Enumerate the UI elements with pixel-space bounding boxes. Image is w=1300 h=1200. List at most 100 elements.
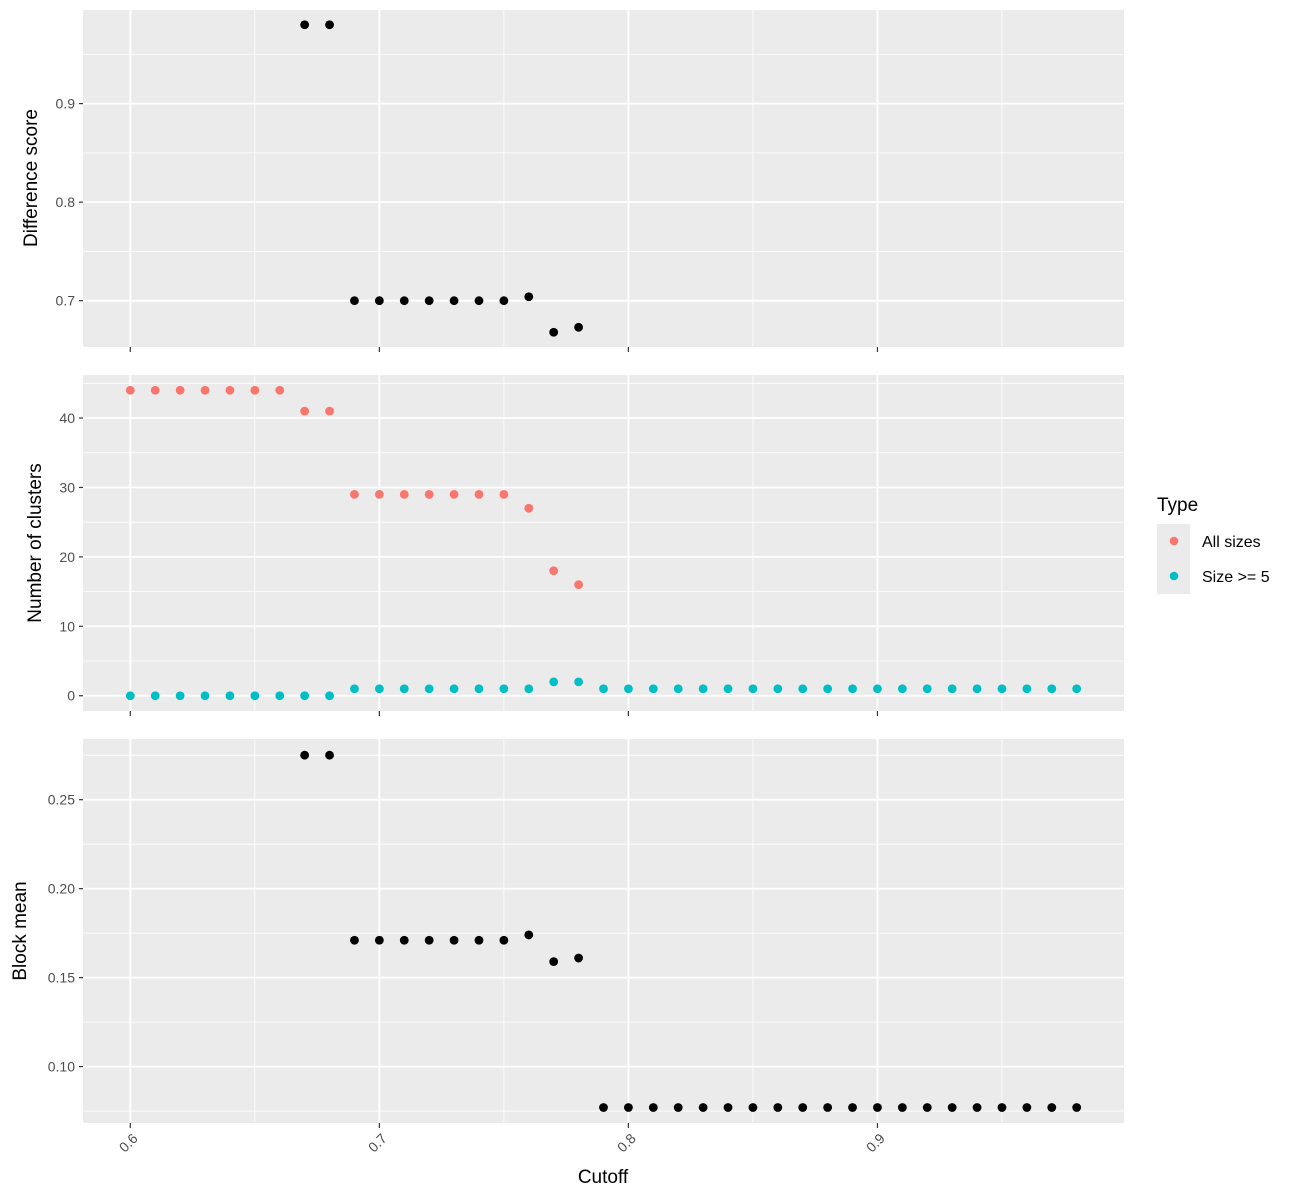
data-point [200, 385, 210, 395]
data-point [499, 296, 509, 306]
y-tick-label: 0.25 [48, 792, 75, 808]
data-point [997, 684, 1007, 694]
data-point [748, 684, 758, 694]
y-tick-label: 0.8 [56, 194, 76, 210]
number-of-clusters-plot-area [83, 375, 1124, 711]
data-point [350, 490, 359, 499]
data-point [474, 490, 484, 499]
data-point [275, 691, 285, 701]
data-point [250, 691, 260, 701]
data-point [474, 684, 484, 694]
legend-label-all-sizes: All sizes [1202, 534, 1261, 551]
block-mean-plot-area [83, 739, 1124, 1123]
data-point [549, 566, 559, 576]
number-of-clusters-x-ticks [129, 711, 879, 716]
data-point [723, 684, 733, 694]
data-point [524, 684, 534, 694]
data-point [599, 1103, 608, 1112]
data-point [374, 684, 384, 694]
y-tick-label: 0.9 [56, 96, 76, 112]
legend-title: Type [1157, 495, 1198, 516]
data-point [424, 684, 434, 694]
data-point [499, 935, 509, 945]
data-point [848, 1103, 857, 1112]
data-point [947, 684, 957, 694]
difference-score-points [300, 20, 583, 337]
data-point [524, 503, 534, 513]
data-point [673, 1103, 683, 1112]
data-point [374, 296, 384, 306]
data-point [125, 385, 135, 395]
y-tick-label: 40 [59, 410, 75, 426]
data-point [698, 1103, 708, 1112]
y-tick-label: 10 [59, 618, 75, 634]
y-tick-label: 0.15 [48, 970, 75, 986]
data-point [773, 684, 783, 694]
data-point [300, 691, 310, 701]
data-point [599, 684, 608, 694]
data-point [350, 296, 359, 306]
data-point [325, 20, 334, 30]
data-point [325, 406, 334, 416]
difference-score-panel: 0.7 0.8 0.9 Difference score [21, 10, 1124, 352]
legend-key-background [1157, 524, 1190, 594]
data-point [1047, 684, 1057, 694]
data-point [474, 296, 484, 306]
data-point [449, 296, 459, 306]
data-point [648, 684, 658, 694]
number-of-clusters-panel: 0 10 20 30 40 Number of clusters [25, 375, 1124, 716]
data-point [624, 684, 633, 694]
data-point [325, 691, 334, 701]
data-point [897, 1103, 907, 1112]
data-point [748, 1103, 758, 1112]
data-point [873, 1103, 882, 1112]
block-mean-y-axis: 0.10 0.15 0.20 0.25 [48, 792, 83, 1075]
data-point [499, 684, 509, 694]
data-point [1047, 1103, 1057, 1112]
data-point [549, 677, 559, 687]
difference-score-gridlines [83, 10, 1124, 347]
block-mean-points [300, 750, 1082, 1112]
data-point [698, 684, 708, 694]
data-point [250, 385, 260, 395]
data-point [374, 490, 384, 499]
difference-score-x-ticks [129, 347, 879, 352]
data-point [798, 1103, 808, 1112]
legend: Type All sizes Size >= 5 [1157, 495, 1270, 594]
data-point [424, 490, 434, 499]
y-tick-label: 0 [67, 688, 75, 704]
data-point [150, 385, 160, 395]
data-point [873, 684, 882, 694]
data-point [1072, 684, 1082, 694]
data-point [823, 1103, 833, 1112]
data-point [399, 296, 409, 306]
data-point [624, 1103, 633, 1112]
data-point [798, 684, 808, 694]
data-point [972, 684, 982, 694]
data-point [350, 935, 359, 945]
legend-label-size-5: Size >= 5 [1202, 569, 1270, 586]
data-point [648, 1103, 658, 1112]
data-point [225, 385, 235, 395]
data-point [175, 385, 185, 395]
number-of-clusters-y-axis-title: Number of clusters [25, 463, 46, 622]
data-point [574, 677, 583, 687]
y-tick-label: 0.7 [56, 293, 76, 309]
data-point [225, 691, 235, 701]
number-of-clusters-points [125, 385, 1082, 701]
data-point [922, 684, 932, 694]
data-point [773, 1103, 783, 1112]
data-point [673, 684, 683, 694]
data-point [524, 930, 534, 940]
data-point [1022, 684, 1032, 694]
data-point [474, 935, 484, 945]
data-point [125, 691, 135, 701]
data-point [300, 750, 310, 760]
data-point [399, 935, 409, 945]
data-point [374, 935, 384, 945]
number-of-clusters-gridlines [83, 375, 1124, 711]
data-point [449, 684, 459, 694]
data-point [947, 1103, 957, 1112]
data-point [823, 684, 833, 694]
